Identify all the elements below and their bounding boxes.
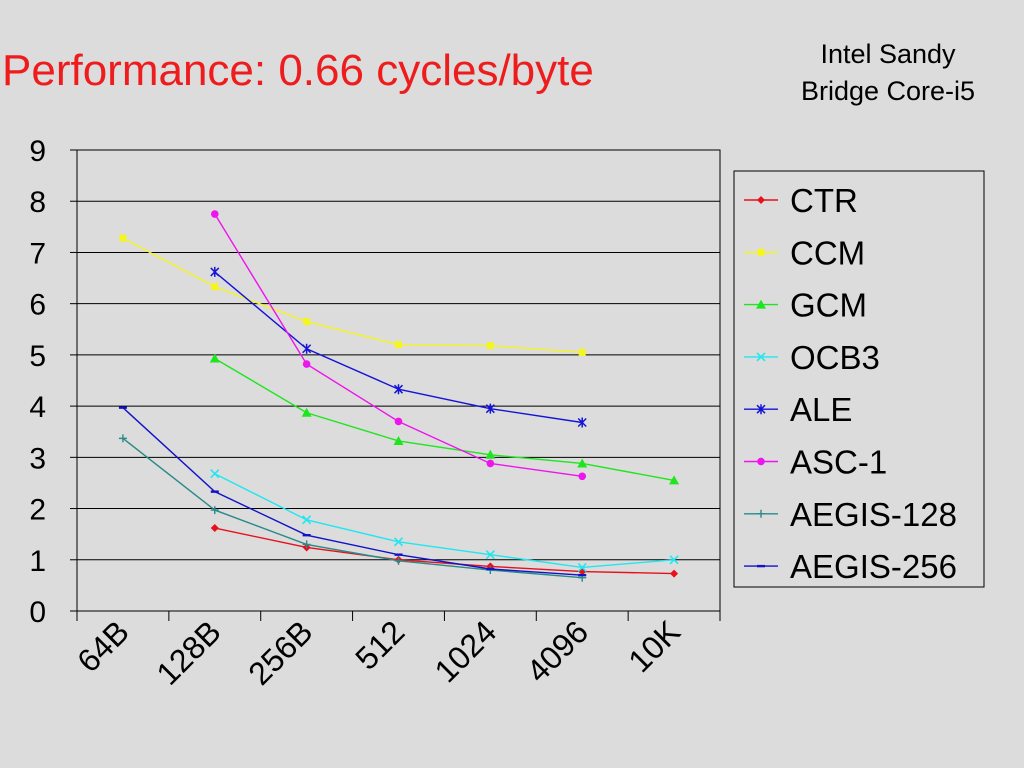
- y-tick-label: 4: [29, 391, 46, 424]
- data-point-aegis-128: [210, 506, 219, 515]
- data-point-ctr: [210, 524, 219, 533]
- y-tick-label: 6: [29, 289, 46, 322]
- data-point-ale: [302, 343, 312, 354]
- data-point-ocb3: [577, 562, 587, 573]
- legend-label-aegis-256: AEGIS-256: [790, 548, 957, 585]
- data-point-asc-1: [578, 472, 587, 481]
- legend-marker-ocb3: [756, 352, 766, 362]
- legend-marker-aegis-128: [757, 509, 765, 518]
- subtitle-line-1: Intel Sandy: [820, 39, 956, 69]
- data-point-asc-1: [302, 360, 311, 368]
- data-point-gcm: [209, 353, 220, 363]
- data-point-aegis-128: [302, 540, 311, 549]
- data-point-ale: [210, 266, 220, 277]
- x-tick-label: 4096: [519, 613, 595, 689]
- data-point-ocb3: [210, 469, 220, 479]
- data-point-aegis-128: [394, 556, 403, 565]
- data-point-ctr: [670, 569, 679, 578]
- legend-marker-ctr: [757, 196, 765, 204]
- series-line-ccm: [122, 237, 583, 354]
- data-point-gcm: [393, 435, 404, 445]
- plot-area: [77, 150, 720, 611]
- series-line-ctr: [214, 527, 675, 575]
- legend-marker-ale: [756, 404, 766, 415]
- series-line-aegis-256: [122, 407, 583, 576]
- y-tick-label: 8: [29, 186, 46, 219]
- data-point-gcm: [577, 458, 588, 468]
- data-point-ale: [393, 384, 404, 395]
- subtitle-line-2: Bridge Core-i5: [800, 76, 976, 106]
- x-tick-label: 64B: [70, 613, 136, 679]
- slide-subtitle: Intel Sandy Bridge Core-i5: [760, 36, 1016, 110]
- data-point-ocb3: [669, 555, 679, 565]
- legend-box: [733, 170, 985, 588]
- y-tick-label: 1: [29, 545, 46, 578]
- data-point-gcm: [669, 475, 680, 485]
- y-tick-label: 2: [29, 494, 46, 527]
- y-tick-label: 0: [29, 596, 46, 629]
- data-point-asc-1: [486, 459, 495, 468]
- data-point-ale: [577, 417, 587, 428]
- data-point-ccm: [119, 234, 127, 242]
- y-tick-label: 9: [29, 135, 46, 168]
- data-point-asc-1: [394, 417, 403, 426]
- data-point-asc-1: [210, 210, 219, 218]
- legend-label-asc-1: ASC-1: [790, 444, 887, 481]
- legend-label-ccm: CCM: [790, 234, 865, 271]
- series-line-aegis-128: [122, 437, 583, 579]
- data-point-ccm: [486, 342, 494, 350]
- legend-label-ctr: CTR: [790, 182, 858, 219]
- series-line-ocb3: [214, 473, 675, 569]
- y-tick-label: 5: [29, 340, 46, 373]
- x-tick-label: 10K: [621, 613, 687, 679]
- legend-label-ale: ALE: [790, 391, 852, 428]
- data-point-aegis-128: [118, 434, 127, 443]
- y-tick-label: 3: [29, 442, 46, 475]
- data-point-ccm: [395, 341, 402, 349]
- x-tick-label: 1024: [428, 613, 504, 689]
- legend-label-gcm: GCM: [790, 287, 867, 324]
- data-point-gcm: [485, 449, 496, 459]
- data-point-ocb3: [393, 537, 404, 547]
- plot-border: [76, 149, 721, 612]
- series-line-gcm: [214, 357, 675, 482]
- data-point-ale: [485, 403, 495, 414]
- slide-title: Performance: 0.66 cycles/byte: [2, 46, 594, 95]
- data-point-ccm: [303, 318, 311, 326]
- y-tick-label: 7: [29, 237, 46, 270]
- x-tick-label: 512: [348, 613, 411, 676]
- legend-label-ocb3: OCB3: [790, 339, 880, 376]
- x-tick-label: 128B: [149, 613, 227, 691]
- data-point-ocb3: [485, 550, 495, 560]
- x-tick-label: 256B: [241, 613, 319, 691]
- data-point-ccm: [211, 283, 219, 291]
- legend-marker-ccm: [757, 248, 765, 256]
- data-point-ocb3: [302, 515, 312, 525]
- legend-marker-asc-1: [757, 457, 765, 466]
- data-point-gcm: [301, 407, 312, 417]
- data-point-ccm: [578, 348, 586, 356]
- legend-label-aegis-128: AEGIS-128: [790, 496, 957, 533]
- legend-marker-gcm: [756, 299, 766, 309]
